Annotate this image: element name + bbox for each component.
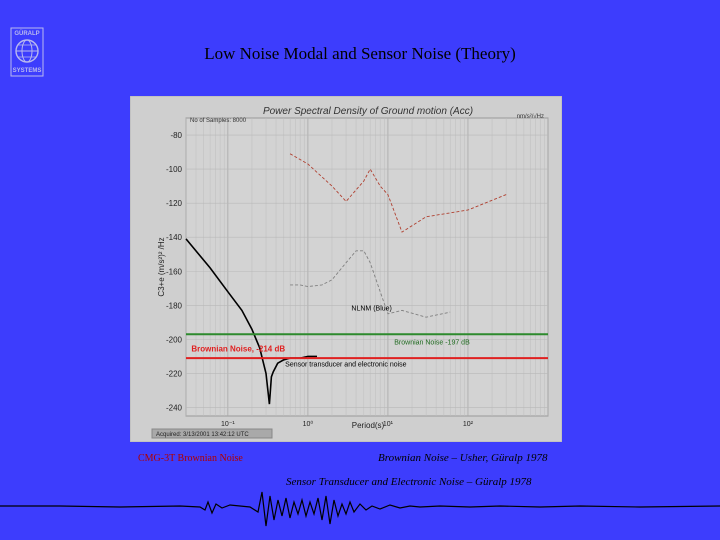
slide-title: Low Noise Modal and Sensor Noise (Theory… bbox=[204, 44, 516, 63]
x-tick-label: 10⁰ bbox=[303, 420, 314, 428]
psd-chart-svg: -80 -100 -120 -140 -160 -180 -200 -220 -240 10⁻¹ 1… bbox=[129, 95, 563, 443]
y-tick-label: -100 bbox=[166, 165, 183, 174]
x-axis-label: Period(s) bbox=[352, 421, 385, 430]
plot-area bbox=[185, 117, 549, 417]
brownian-citation: Brownian Noise – Usher, Güralp 1978 bbox=[378, 452, 548, 464]
x-tick-label: 10¹ bbox=[383, 421, 394, 428]
annotation-label: Brownian Noise, -214 dB bbox=[191, 344, 285, 353]
y-tick-label: -80 bbox=[170, 131, 182, 140]
cmg-brownian-caption: CMG-3T Brownian Noise bbox=[138, 453, 243, 464]
y-tick-label: -200 bbox=[166, 335, 183, 344]
annotation-label: Brownian Noise -197 dB bbox=[394, 339, 470, 346]
y-tick-label: -140 bbox=[166, 233, 183, 242]
y-tick-label: -180 bbox=[166, 301, 183, 310]
x-tick-label: 10² bbox=[463, 421, 474, 428]
logo-text: GÜRALP bbox=[14, 30, 39, 37]
series-line-2 bbox=[289, 153, 507, 233]
globe-icon: GÜRALP SYSTEMS bbox=[10, 27, 44, 77]
seismogram-line bbox=[0, 491, 720, 527]
y-axis-label: C3+e (m/s²)² /Hz bbox=[157, 237, 166, 296]
seismogram-trace bbox=[0, 491, 720, 527]
y-tick-label: -240 bbox=[166, 403, 183, 412]
sample-count-label: No of Samples: 8000 bbox=[190, 118, 247, 124]
acquired-footer-bg bbox=[151, 428, 273, 439]
annotation-label: NLNM (Blue) bbox=[351, 305, 391, 312]
logo-subtext: SYSTEMS bbox=[13, 68, 42, 74]
acquired-footer: Acquired: 3/13/2001 13:42:12 UTC bbox=[156, 432, 249, 438]
x-tick-label: 10⁻¹ bbox=[221, 421, 235, 428]
y-tick-label: -160 bbox=[166, 267, 183, 276]
sensor-noise-citation: Sensor Transducer and Electronic Noise –… bbox=[286, 476, 532, 488]
y-tick-label: -120 bbox=[166, 199, 183, 208]
guralp-logo: GÜRALP SYSTEMS bbox=[8, 26, 48, 78]
series-line-1 bbox=[290, 250, 451, 318]
psd-chart: -80 -100 -120 -140 -160 -180 -200 -220 -240 10⁻¹ 1… bbox=[129, 95, 563, 443]
chart-title: Power Spectral Density of Ground motion … bbox=[263, 106, 473, 117]
y-tick-label: -220 bbox=[166, 369, 183, 378]
annotation-label: Sensor transducer and electronic noise bbox=[285, 362, 407, 369]
unit-label: nm/s²/√Hz bbox=[517, 113, 544, 120]
